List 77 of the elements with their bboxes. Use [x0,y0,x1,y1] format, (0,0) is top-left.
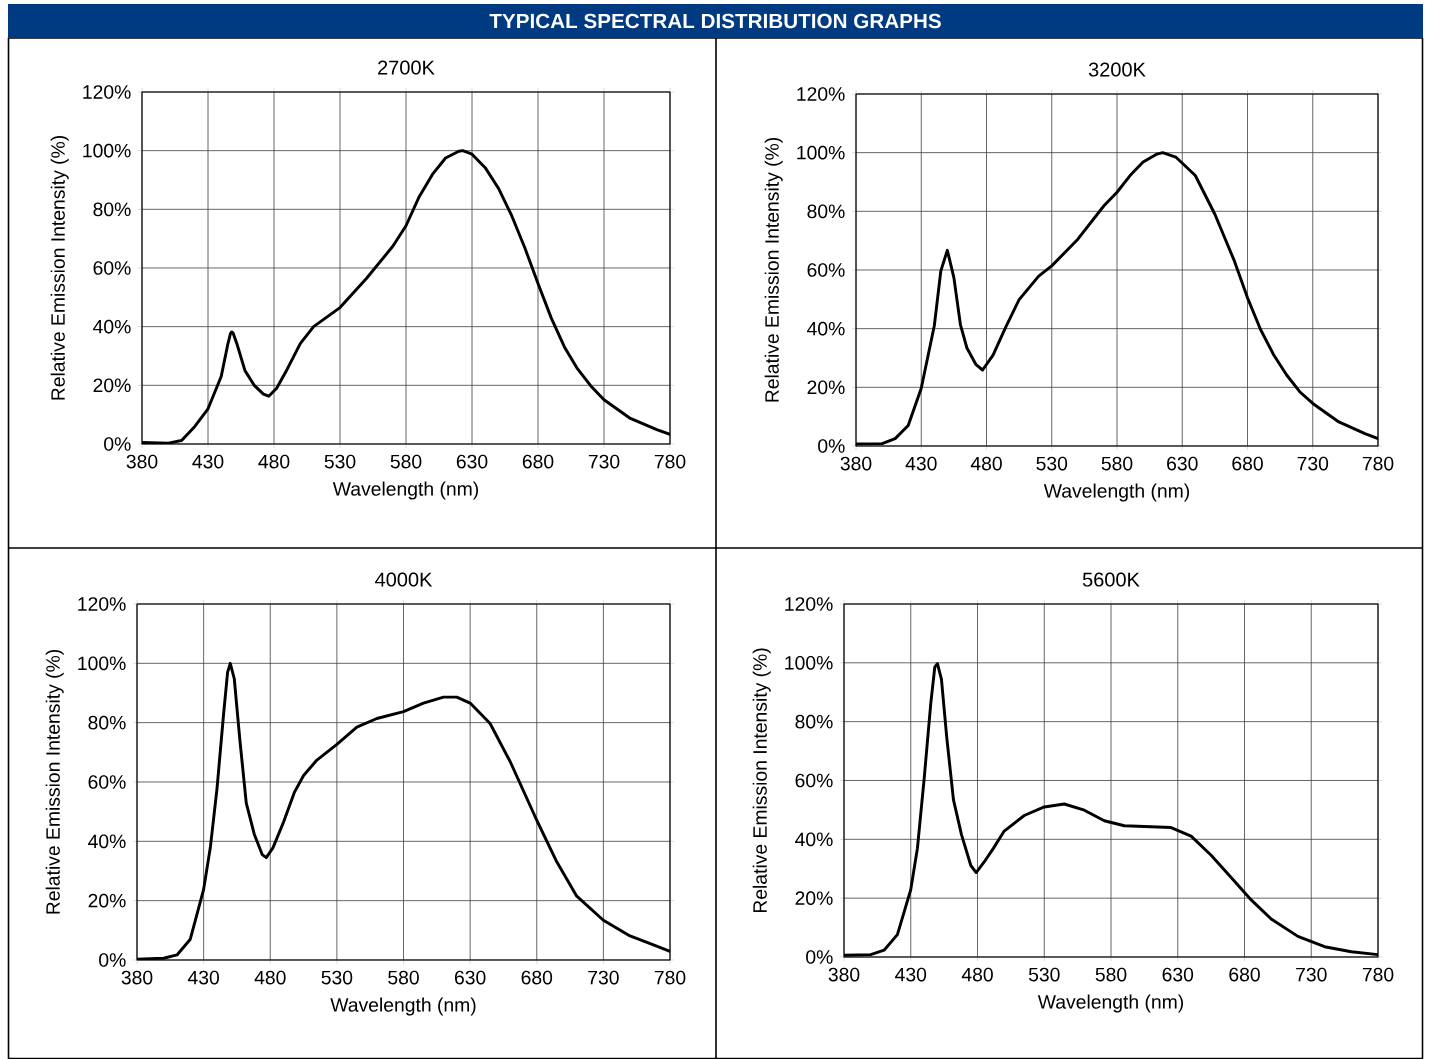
y-tick-label: 40% [93,319,131,334]
x-tick-label: 730 [588,454,620,469]
x-tick-label: 780 [1362,456,1394,471]
y-tick-label: 100% [797,145,845,160]
x-tick-label: 430 [192,454,224,469]
y-axis-title: Relative Emission Intensity (%) [45,649,64,914]
x-tick-label: 430 [895,967,927,982]
y-tick-label: 20% [88,893,126,908]
x-axis-title: Wavelength (nm) [332,481,479,500]
y-tick-label: 40% [88,834,126,849]
y-tick-label: 80% [807,204,845,219]
x-tick-label: 730 [1296,967,1327,982]
x-tick-label: 380 [121,970,153,985]
x-tick-label: 480 [254,970,286,985]
x-tick-label: 380 [126,454,158,469]
text: TYPICAL SPECTRAL DISTRIBUTION GRAPHS [489,13,941,29]
x-tick-label: 680 [1232,456,1263,471]
y-tick-label: 0% [99,953,126,967]
x-tick-label: 530 [321,970,353,985]
x-tick-label: 680 [522,454,554,469]
x-tick-label: 580 [388,970,419,985]
x-tick-label: 630 [1162,967,1194,982]
x-tick-label: 530 [1028,967,1060,982]
y-tick-label: 20% [93,378,131,393]
y-tick-label: 120% [797,87,845,101]
x-tick-label: 380 [828,967,860,982]
x-tick-label: 630 [456,454,488,469]
chart-title: 2700K [378,60,435,75]
y-tick-label: 80% [93,202,131,217]
x-tick-label: 730 [588,970,619,985]
x-axis-title: Wavelength (nm) [1043,483,1190,502]
y-tick-label: 60% [807,263,845,277]
x-tick-label: 580 [390,454,422,469]
x-tick-label: 630 [454,970,486,985]
x-tick-label: 780 [654,454,686,469]
x-tick-label: 480 [258,454,290,469]
chart-title: 5600K [1082,572,1140,587]
y-tick-label: 80% [795,714,833,729]
y-tick-label: 0% [818,439,845,453]
x-tick-label: 680 [521,970,553,985]
y-tick-label: 40% [795,832,833,847]
x-tick-label: 630 [1167,456,1198,471]
y-tick-label: 100% [78,656,126,671]
y-tick-label: 80% [88,715,126,730]
x-tick-label: 680 [1229,967,1260,982]
y-tick-label: 60% [93,261,131,275]
x-tick-label: 430 [187,970,219,985]
x-tick-label: 530 [324,454,356,469]
x-tick-label: 780 [654,970,686,985]
y-tick-label: 100% [83,143,131,158]
y-axis-title: Relative Emission Intensity (%) [764,137,783,402]
y-tick-label: 60% [795,773,833,788]
x-tick-label: 580 [1101,456,1133,471]
x-tick-label: 380 [840,456,872,471]
x-tick-label: 730 [1297,456,1329,471]
y-tick-label: 120% [78,597,126,611]
y-axis-title: Relative Emission Intensity (%) [752,648,771,913]
y-tick-label: 0% [806,950,833,964]
y-tick-label: 20% [807,380,845,395]
x-axis-title: Wavelength (nm) [330,997,476,1016]
y-tick-label: 0% [104,437,131,451]
x-tick-label: 480 [961,967,993,982]
y-tick-label: 100% [785,655,833,670]
x-tick-label: 580 [1095,967,1127,982]
x-tick-label: 530 [1036,456,1068,471]
chart-title: 4000K [375,572,433,587]
chart-title: 3200K [1088,62,1146,77]
x-tick-label: 430 [905,456,937,471]
y-tick-label: 120% [83,85,131,99]
x-axis-title: Wavelength (nm) [1037,994,1184,1013]
y-axis-title: Relative Emission Intensity (%) [50,135,69,400]
y-tick-label: 20% [795,891,833,905]
y-tick-label: 60% [88,775,126,789]
x-tick-label: 780 [1362,967,1394,982]
y-tick-label: 120% [785,597,833,611]
x-tick-label: 480 [970,456,1002,471]
y-tick-label: 40% [807,321,845,336]
